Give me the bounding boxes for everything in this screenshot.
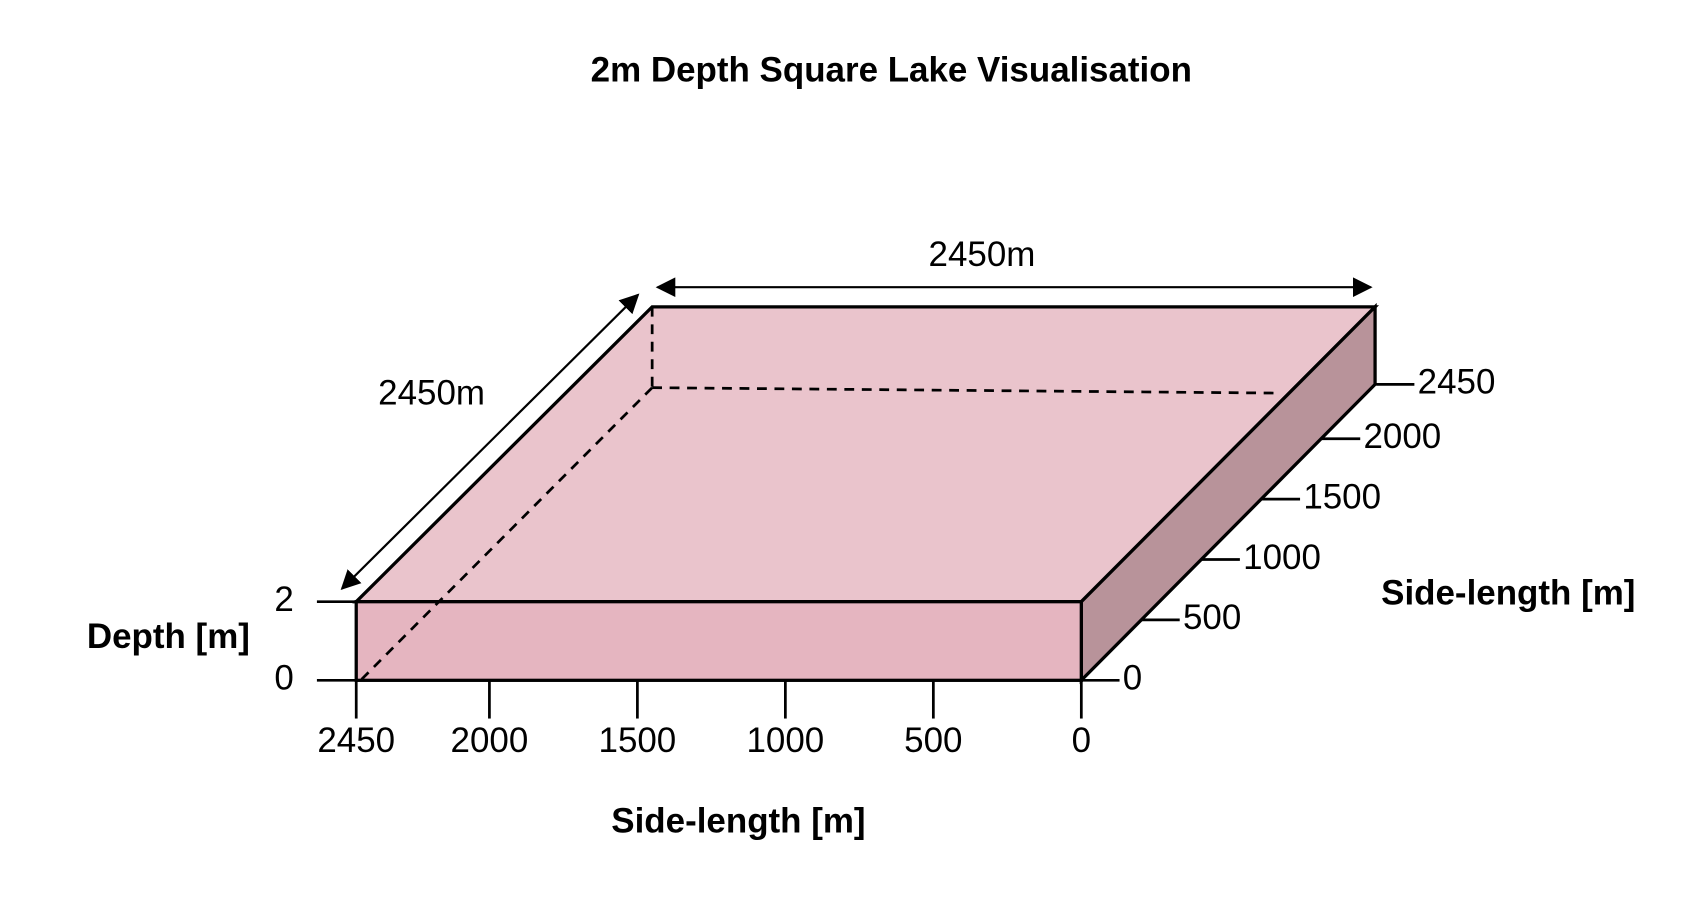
tick-label: 2000	[451, 721, 529, 760]
tick-label: 1500	[599, 721, 677, 760]
tick-label: 2000	[1364, 417, 1442, 456]
tick-label: 0	[1123, 659, 1142, 698]
title: 2m Depth Square Lake Visualisation	[591, 50, 1192, 89]
dimension-label: 2450m	[378, 374, 485, 413]
top-face	[352, 305, 1380, 604]
dimension-label: 2450m	[929, 235, 1036, 274]
tick-label: 0	[1072, 721, 1091, 760]
tick-label: 2450	[317, 721, 395, 760]
tick-label: 1500	[1303, 477, 1381, 516]
tick-label: 2	[274, 580, 293, 619]
tick-label: 1000	[1243, 538, 1321, 577]
tick-label: 1000	[746, 721, 824, 760]
hidden-edges	[359, 306, 1281, 682]
tick-label: 0	[274, 659, 293, 698]
axis-label: Depth [m]	[87, 617, 250, 656]
tick-label: 2450	[1418, 363, 1496, 402]
tick-label: 500	[904, 721, 962, 760]
front-face	[354, 600, 1083, 682]
axis-label: Side-length [m]	[1381, 573, 1635, 612]
axis-label: Side-length [m]	[611, 802, 865, 841]
dimension-arrow	[340, 293, 640, 590]
tick-label: 500	[1183, 598, 1241, 637]
